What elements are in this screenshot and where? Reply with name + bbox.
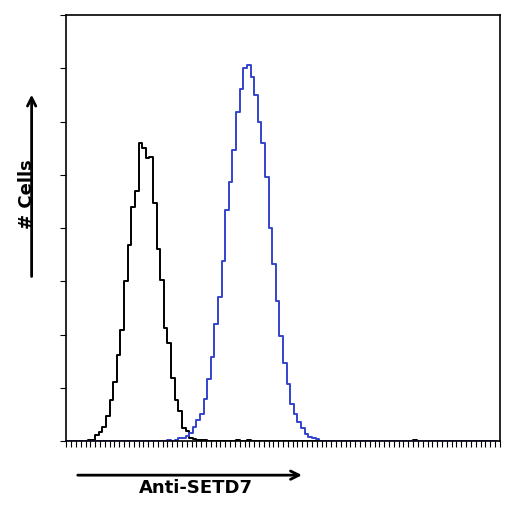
Text: # Cells: # Cells bbox=[18, 159, 36, 229]
Text: Anti-SETD7: Anti-SETD7 bbox=[139, 480, 253, 497]
